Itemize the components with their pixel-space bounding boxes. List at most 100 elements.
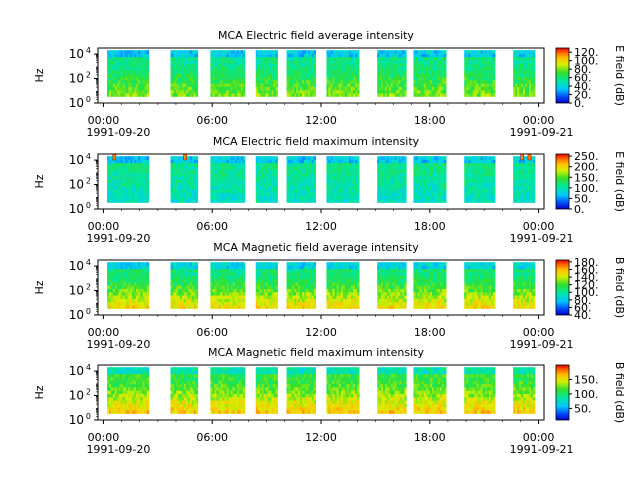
heatmap-cell: [147, 272, 150, 276]
heatmap-cell: [444, 176, 446, 180]
heatmap-cell: [314, 183, 316, 187]
heatmap-cell: [276, 173, 278, 177]
heatmap-cell: [243, 60, 245, 64]
heatmap-cell: [243, 156, 245, 160]
heatmap-cell: [276, 156, 278, 160]
heatmap-cell: [196, 305, 198, 309]
heatmap-cell: [314, 67, 316, 71]
heatmap-cell: [147, 305, 150, 309]
heatmap-cell: [404, 166, 406, 170]
heatmap-cell: [243, 54, 245, 58]
heatmap-cell: [444, 73, 446, 77]
heatmap-cell: [444, 80, 446, 84]
heatmap-cell: [147, 266, 150, 270]
heatmap-cell: [243, 83, 245, 87]
spectrogram-cells: [107, 262, 535, 309]
heatmap-cell: [444, 60, 446, 64]
heatmap-cell: [493, 196, 495, 200]
heatmap-cell: [444, 50, 446, 54]
heatmap-cell: [243, 93, 245, 97]
heatmap-cell: [404, 83, 406, 87]
heatmap-cell: [493, 60, 495, 64]
heatmap-cell: [276, 54, 278, 58]
heatmap-cell: [196, 90, 198, 94]
heatmap-cell: [404, 183, 406, 187]
heatmap-cell: [404, 189, 406, 193]
heatmap-cell: [276, 70, 278, 74]
heatmap-cell: [147, 80, 150, 84]
heatmap-cell: [444, 183, 446, 187]
x-date-label-end: 1991-09-21: [510, 232, 574, 245]
heatmap-cell: [196, 183, 198, 187]
heatmap-cell: [314, 60, 316, 64]
heatmap-cell: [276, 196, 278, 200]
heatmap-cell: [444, 156, 446, 160]
heatmap-cell: [404, 93, 406, 97]
heatmap-cell: [404, 179, 406, 183]
heatmap-cell: [196, 282, 198, 286]
heatmap-cell: [314, 93, 316, 97]
heatmap-cell: [243, 193, 245, 197]
heatmap-cell: [196, 199, 198, 203]
heatmap-cell: [196, 189, 198, 193]
heatmap-cell: [404, 67, 406, 71]
heatmap-cell: [314, 163, 316, 167]
heatmap-cell: [493, 90, 495, 94]
heatmap-cell: [196, 93, 198, 97]
heatmap-cell: [404, 90, 406, 94]
heatmap-cell: [243, 73, 245, 77]
heatmap-cell: [147, 183, 150, 187]
heatmap-cell: [533, 54, 535, 58]
heatmap-cell: [357, 160, 359, 164]
heatmap-cell: [147, 93, 150, 97]
heatmap-cell: [533, 83, 535, 87]
spike-mark: [113, 154, 116, 160]
heatmap-cell: [444, 70, 446, 74]
heatmap-cell: [276, 183, 278, 187]
heatmap-cell: [357, 90, 359, 94]
heatmap-cell: [314, 189, 316, 193]
heatmap-cell: [444, 166, 446, 170]
heatmap-cell: [314, 73, 316, 77]
heatmap-cell: [196, 83, 198, 87]
heatmap-cell: [147, 60, 150, 64]
heatmap-cell: [147, 196, 150, 200]
heatmap-cell: [444, 199, 446, 203]
heatmap-cell: [276, 186, 278, 190]
heatmap-cell: [444, 196, 446, 200]
heatmap-cell: [276, 67, 278, 71]
heatmap-cell: [147, 269, 150, 273]
heatmap-cell: [276, 176, 278, 180]
heatmap-cell: [243, 166, 245, 170]
heatmap-cell: [533, 90, 535, 94]
heatmap-cell: [444, 87, 446, 91]
panel-title: MCA Magnetic field average intensity: [213, 241, 419, 254]
heatmap-cell: [147, 57, 150, 61]
heatmap-cell: [357, 57, 359, 61]
heatmap-cell: [196, 166, 198, 170]
heatmap-cell: [493, 87, 495, 91]
heatmap-cell: [196, 196, 198, 200]
heatmap-cell: [276, 163, 278, 167]
heatmap-cell: [493, 163, 495, 167]
heatmap-cell: [493, 176, 495, 180]
heatmap-cell: [533, 63, 535, 67]
heatmap-cell: [276, 63, 278, 67]
heatmap-cell: [147, 275, 150, 279]
heatmap-cell: [533, 196, 535, 200]
y-tick-label: 10: [69, 202, 84, 216]
heatmap-cell: [444, 173, 446, 177]
heatmap-cell: [243, 186, 245, 190]
heatmap-cell: [243, 87, 245, 91]
heatmap-cell: [243, 176, 245, 180]
y-tick-exponent: 2: [86, 177, 91, 186]
heatmap-cell: [276, 199, 278, 203]
heatmap-cell: [147, 193, 150, 197]
heatmap-cell: [533, 70, 535, 74]
heatmap-cell: [444, 160, 446, 164]
heatmap-cell: [444, 93, 446, 97]
heatmap-cell: [493, 189, 495, 193]
heatmap-cell: [147, 169, 150, 173]
